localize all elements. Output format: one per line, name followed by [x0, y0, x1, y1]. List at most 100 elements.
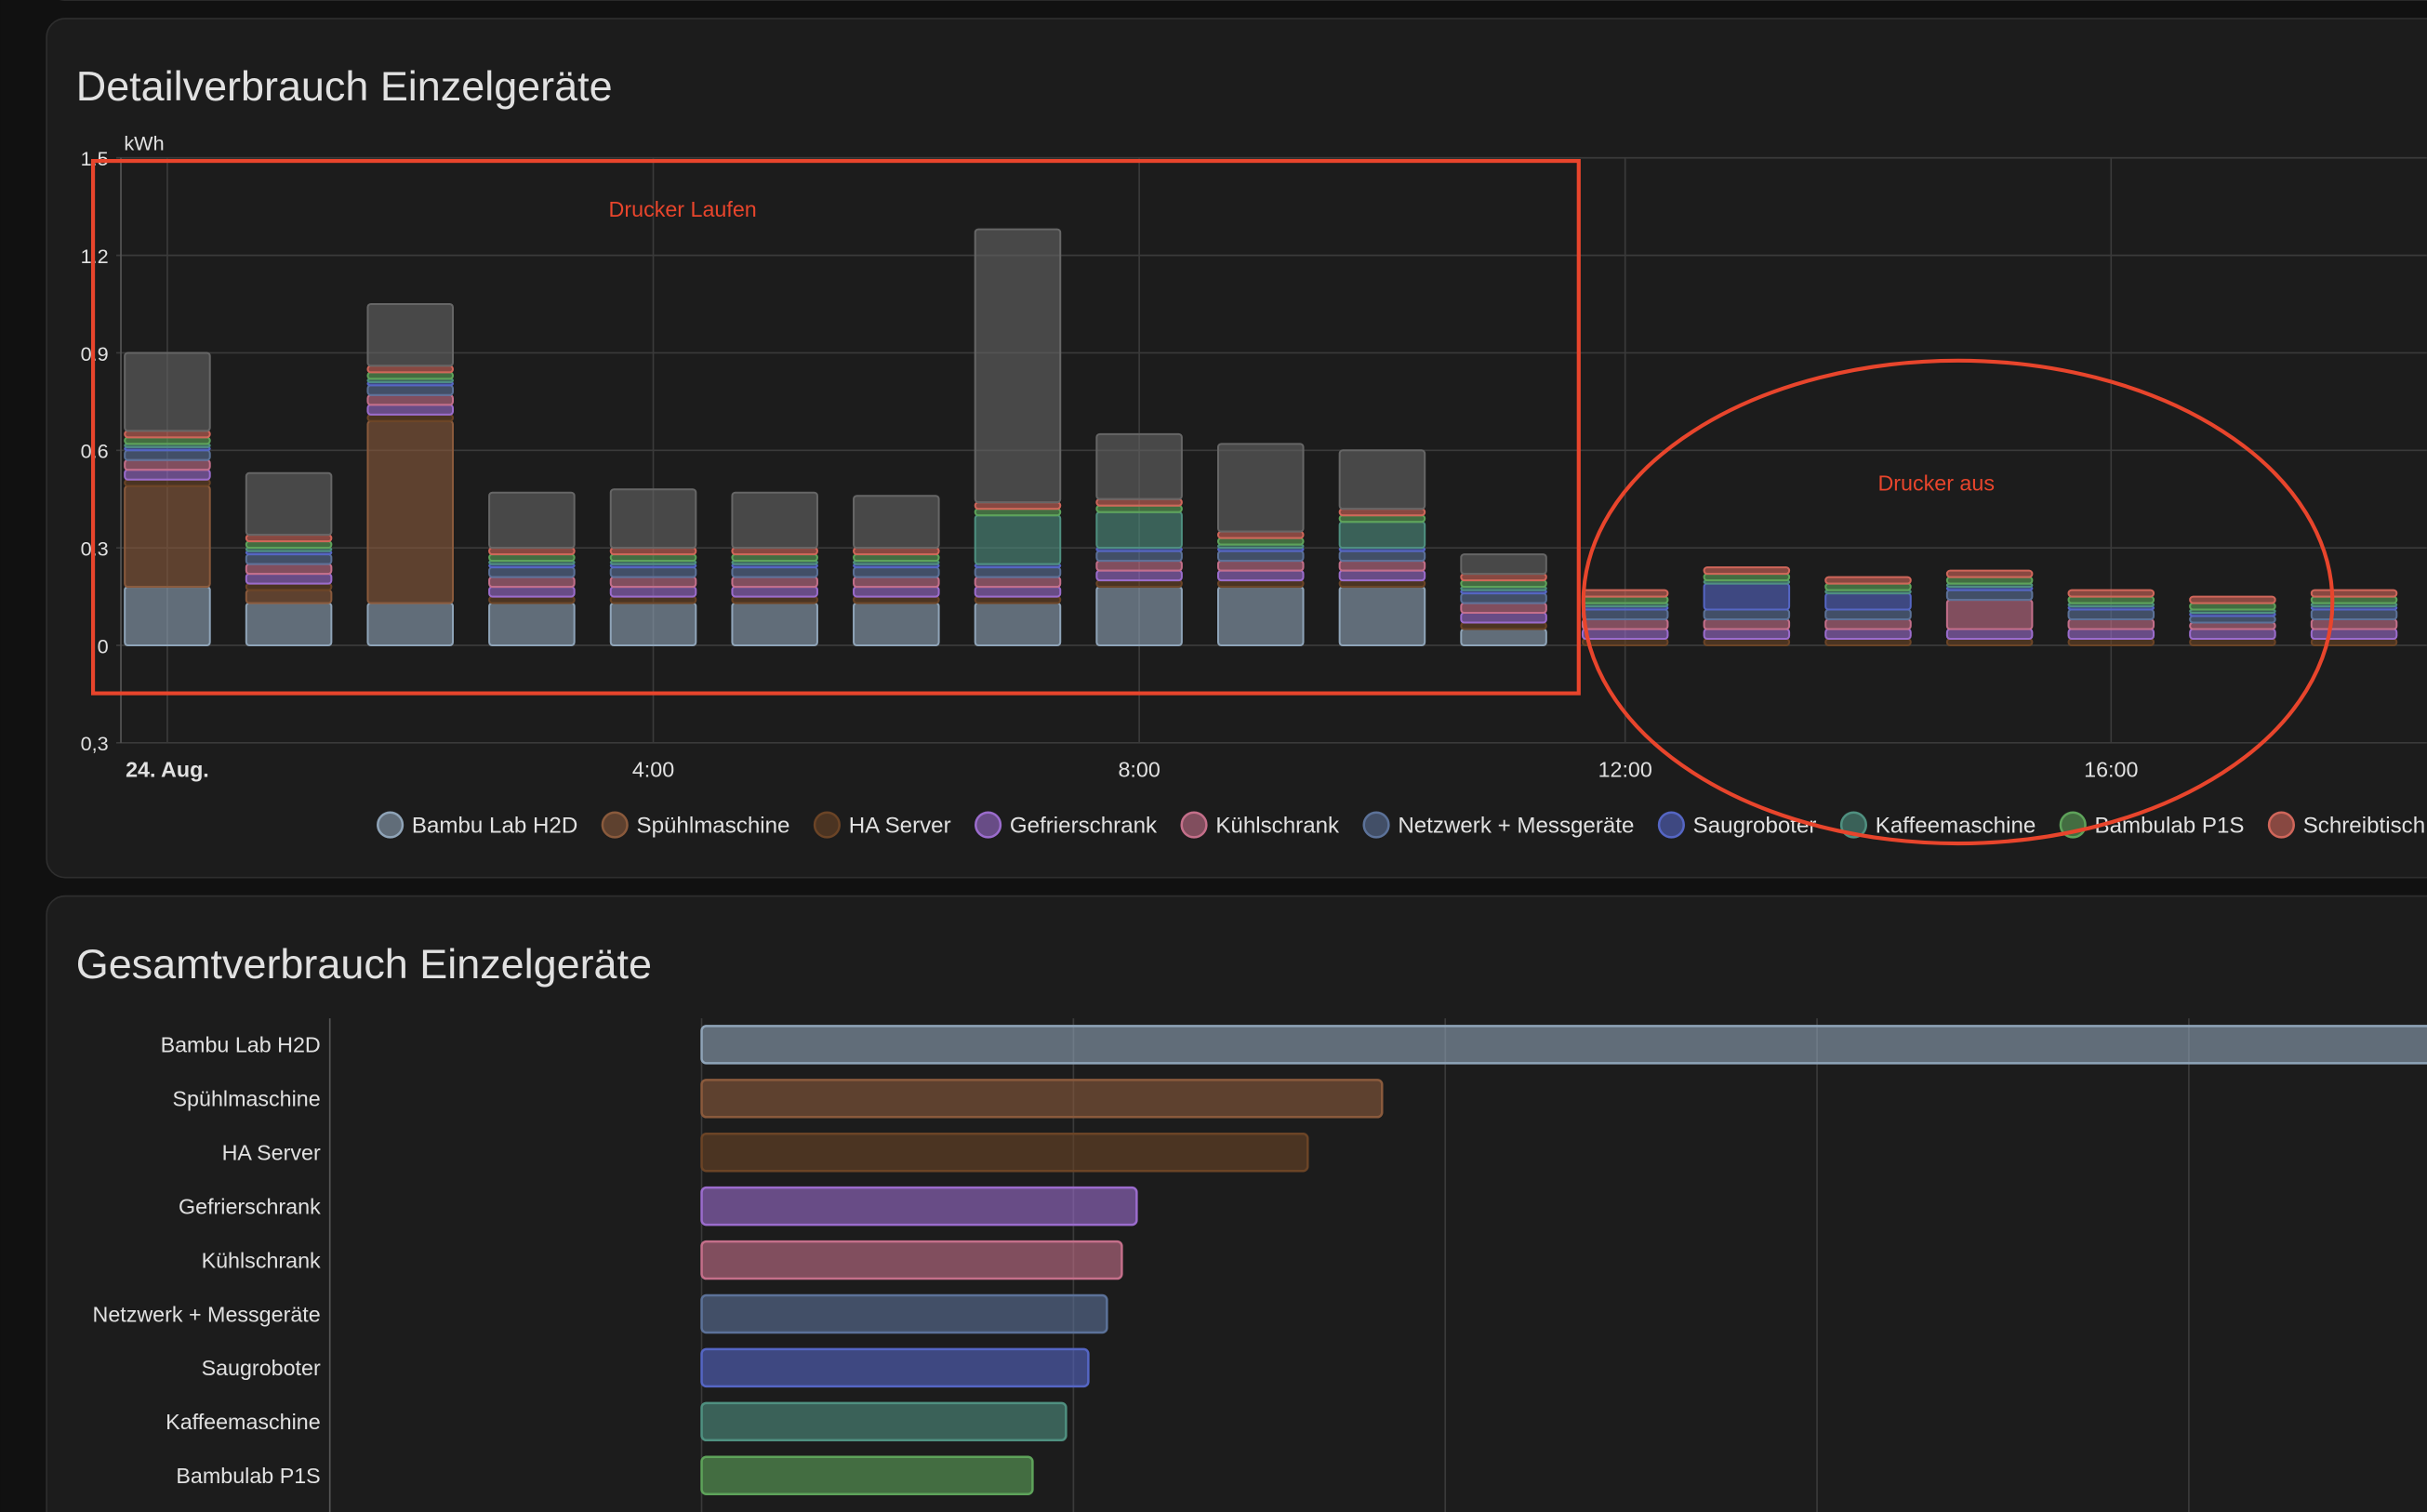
bar-segment: [488, 586, 576, 598]
bar-segment: [1824, 592, 1912, 611]
legend-swatch: [1180, 811, 1208, 839]
bar: [700, 1133, 1309, 1173]
bar-segment: [974, 501, 1062, 511]
x-tick-label: 4:00: [632, 757, 674, 781]
legend-label: Bambu Lab H2D: [412, 813, 577, 838]
legend-label: Gefrierschrank: [1010, 813, 1158, 838]
bar: [700, 1079, 1384, 1119]
legend-swatch: [1657, 811, 1685, 839]
bar-segment: [1095, 432, 1183, 500]
legend-label: Spühlmaschine: [637, 813, 790, 838]
bar-segment: [974, 586, 1062, 598]
y-tick-label: Saugroboter: [202, 1356, 321, 1380]
bar-segment: [1095, 497, 1183, 507]
bar-segment: [609, 576, 697, 589]
bar-segment: [1945, 638, 2034, 647]
bar-segment: [1703, 573, 1791, 582]
y-tick-label: Spühlmaschine: [173, 1087, 321, 1111]
bar-segment: [1703, 618, 1791, 630]
chart-title: Detailverbrauch Einzelgeräte: [76, 62, 613, 110]
bar-segment: [731, 602, 818, 647]
bar-segment: [1338, 514, 1426, 524]
bar-segment: [1824, 628, 1912, 641]
bar-segment: [1216, 537, 1305, 546]
bar-segment: [245, 534, 333, 543]
bar-segment: [1216, 579, 1305, 589]
bar-segment: [1703, 566, 1791, 576]
bar-segment: [1095, 511, 1183, 550]
bar-segment: [609, 553, 697, 563]
bar-segment: [2189, 595, 2276, 604]
bar-segment: [124, 351, 211, 432]
bar-segment: [609, 488, 697, 550]
bar-segment: [1460, 579, 1547, 589]
bar: [700, 1025, 2427, 1065]
bar-segment: [974, 228, 1062, 504]
bar-segment: [366, 404, 455, 416]
bar-segment: [1338, 569, 1426, 582]
bar-segment: [731, 566, 818, 578]
bar-segment: [1824, 582, 1912, 591]
bar-segment: [2310, 618, 2398, 630]
bar-segment: [488, 576, 576, 589]
bar-segment: [245, 582, 333, 591]
bar-segment: [853, 566, 940, 578]
bar-segment: [1216, 560, 1305, 572]
bar-segment: [974, 508, 1062, 517]
bar-segment: [1338, 579, 1426, 589]
y-tick-label: HA Server: [222, 1141, 321, 1165]
bar-segment: [488, 602, 576, 647]
bar-segment: [1338, 508, 1426, 517]
bar-segment: [124, 484, 211, 589]
bar-segment: [1460, 592, 1547, 604]
legend-swatch: [813, 811, 841, 839]
bar-segment: [1581, 618, 1669, 630]
bar-segment: [245, 573, 333, 585]
bar-segment: [366, 384, 455, 396]
bar-segment: [366, 303, 455, 367]
bar-segment: [2189, 615, 2276, 624]
legend-label: Saugroboter: [1693, 813, 1817, 838]
bar-segment: [124, 458, 211, 471]
bar-segment: [1581, 638, 1669, 647]
detail-chart: 0,300.30.60.91.21.524. Aug. 4:00 8:00 12:00…: [81, 147, 2427, 839]
bar-segment: [2189, 628, 2276, 641]
y-tick-label: Kaffeemaschine: [166, 1410, 321, 1434]
bar-segment: [1581, 589, 1669, 598]
bar-segment: [245, 471, 333, 537]
annotation: Drucker aus: [1877, 471, 1995, 496]
bar-segment: [1824, 576, 1912, 585]
bar-segment: [2189, 602, 2276, 611]
bar-segment: [1703, 582, 1791, 611]
bar-segment: [124, 436, 211, 445]
bar-segment: [488, 595, 576, 604]
bar-segment: [2310, 608, 2398, 621]
bar-segment: [488, 547, 576, 556]
bar-segment: [366, 413, 455, 422]
bar-segment: [1095, 550, 1183, 563]
bar-segment: [1338, 560, 1426, 572]
legend-swatch: [1362, 811, 1390, 839]
bar-segment: [853, 495, 940, 550]
legend-label: Bambulab P1S: [2095, 813, 2245, 838]
bar-segment: [488, 553, 576, 563]
x-tick-label: 12:00: [1598, 757, 1652, 781]
bar-segment: [1703, 608, 1791, 621]
bar-segment: [1460, 628, 1547, 647]
legend-swatch: [377, 811, 404, 839]
bar-segment: [1460, 553, 1547, 576]
bar-segment: [2310, 589, 2398, 598]
legend-label: HA Server: [849, 813, 951, 838]
legend-label: Kaffeemaschine: [1876, 813, 2036, 838]
bar-segment: [1338, 550, 1426, 563]
bar-segment: [1945, 569, 2034, 578]
bar-segment: [731, 576, 818, 589]
bar-segment: [1824, 608, 1912, 621]
bar-segment: [366, 393, 455, 406]
bar-segment: [1824, 618, 1912, 630]
bar-segment: [974, 602, 1062, 647]
bar-segment: [1460, 612, 1547, 624]
chart-title: Gesamtverbrauch Einzelgeräte: [76, 940, 652, 988]
legend-swatch: [601, 811, 629, 839]
bar-segment: [974, 576, 1062, 589]
